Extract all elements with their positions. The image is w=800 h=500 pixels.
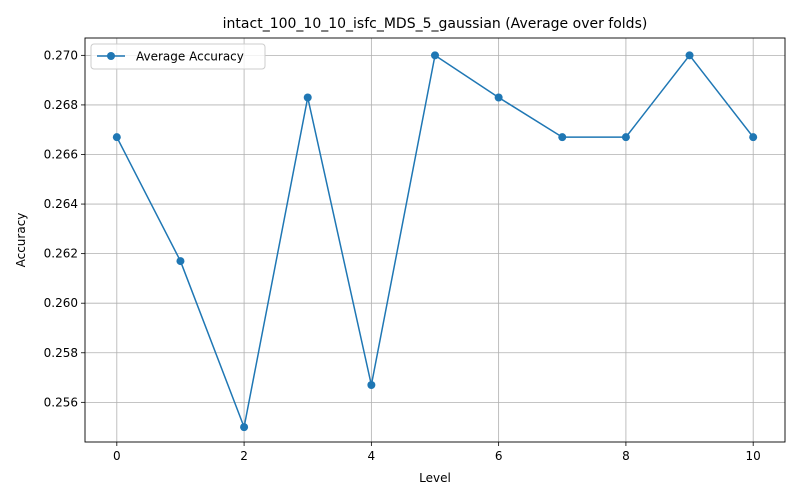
y-tick-label: 0.260 xyxy=(44,296,78,310)
x-axis-title: Level xyxy=(419,471,451,485)
plot-frame xyxy=(84,37,786,443)
data-point xyxy=(749,133,758,142)
legend-label: Average Accuracy xyxy=(136,50,244,64)
y-axis-title: Accuracy xyxy=(14,213,28,268)
data-point xyxy=(685,51,694,60)
x-tick-label: 4 xyxy=(368,449,376,463)
x-tick-label: 0 xyxy=(113,449,121,463)
legend: Average Accuracy xyxy=(90,43,266,70)
x-tick-label: 8 xyxy=(622,449,630,463)
data-point xyxy=(367,380,376,389)
legend-box xyxy=(90,43,266,70)
data-point xyxy=(176,257,185,266)
legend-marker xyxy=(107,52,115,60)
data-point xyxy=(558,133,567,142)
y-tick-label: 0.266 xyxy=(44,147,78,161)
y-tick-label: 0.256 xyxy=(44,395,78,409)
x-tick-label: 2 xyxy=(240,449,248,463)
x-tick-label: 10 xyxy=(746,449,761,463)
y-tick-label: 0.268 xyxy=(44,98,78,112)
data-point xyxy=(431,51,439,60)
data-point xyxy=(303,93,312,102)
axis-ticks: 0 2 4 6 8 10 0.256 0.258 0.260 0.262 0.264 0.266 0.2… xyxy=(44,48,761,463)
series-layer xyxy=(112,51,758,432)
chart-title: intact_100_10_10_isfc_MDS_5_gaussian (Av… xyxy=(223,16,648,32)
y-tick-label: 0.270 xyxy=(44,48,78,62)
data-point xyxy=(494,93,503,102)
y-tick-label: 0.262 xyxy=(44,247,78,261)
data-point xyxy=(112,133,121,142)
y-tick-label: 0.258 xyxy=(44,346,78,360)
y-tick-label: 0.264 xyxy=(44,197,78,211)
data-point xyxy=(240,423,249,432)
x-tick-label: 6 xyxy=(495,449,503,463)
data-point xyxy=(621,133,630,142)
